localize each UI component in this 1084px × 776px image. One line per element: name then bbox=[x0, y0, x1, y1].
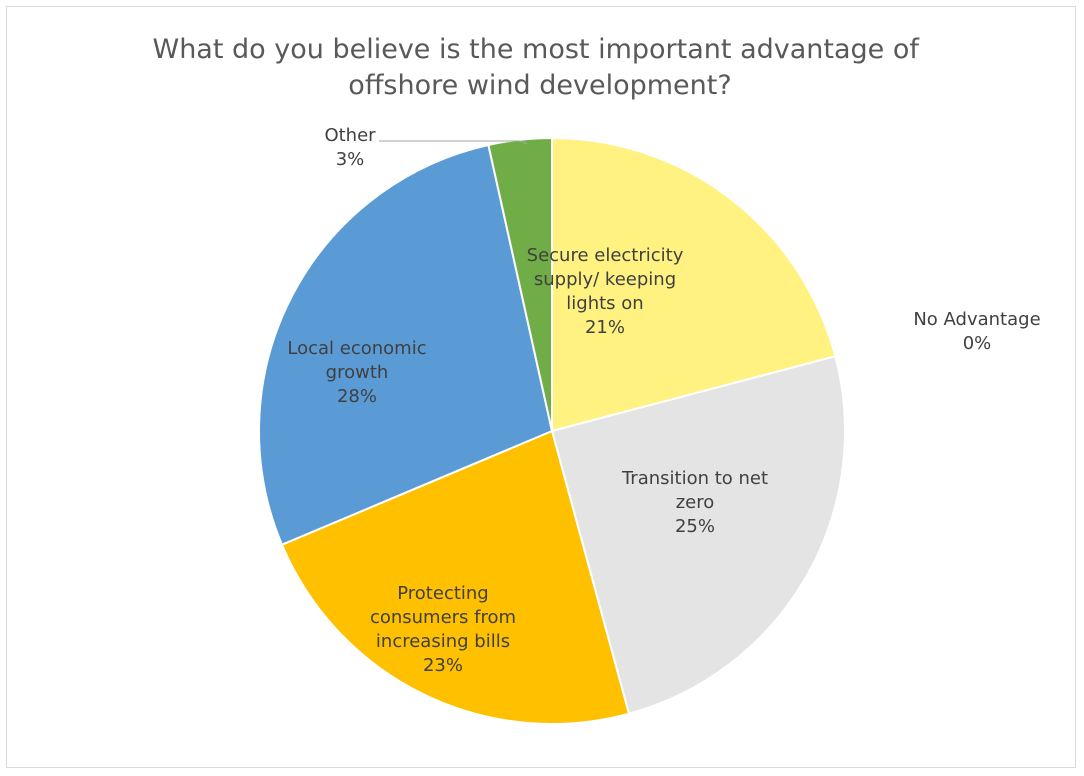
chart-title-line-2: offshore wind development? bbox=[348, 70, 731, 101]
label-transition-to-net-zero: Transition to net zero 25% bbox=[621, 468, 768, 537]
label-line: lights on bbox=[566, 293, 643, 314]
label-line: growth bbox=[326, 362, 389, 383]
label-percent: 25% bbox=[675, 516, 715, 537]
label-local-economic-growth: Local economic growth 28% bbox=[287, 338, 426, 407]
label-line: Secure electricity bbox=[527, 245, 684, 266]
slice-labels: Secure electricity supply/ keeping lights … bbox=[287, 125, 1040, 676]
slice-protecting-consumers-from-increasing-bills bbox=[280, 429, 631, 725]
label-protecting-consumers-from-increasing-bills: Protecting consumers from increasing bills… bbox=[370, 583, 516, 676]
label-line: Protecting bbox=[397, 583, 488, 604]
label-line: supply/ keeping bbox=[534, 269, 676, 290]
label-line: Other bbox=[324, 125, 376, 146]
label-line: zero bbox=[676, 492, 715, 513]
label-other: Other 3% bbox=[324, 125, 376, 170]
label-line: No Advantage bbox=[913, 309, 1040, 330]
chart-title-line-1: What do you believe is the most importan… bbox=[153, 34, 921, 65]
label-secure-electricity-supply-keeping-lights-on: Secure electricity supply/ keeping lights … bbox=[527, 245, 684, 338]
label-line: Transition to net bbox=[621, 468, 768, 489]
label-percent: 23% bbox=[423, 655, 463, 676]
label-line: increasing bills bbox=[376, 631, 510, 652]
slice-transition-to-net-zero bbox=[550, 355, 846, 715]
slice-secure-electricity-supply-keeping-lights-on bbox=[551, 136, 837, 433]
label-percent: 21% bbox=[585, 317, 625, 338]
slice-other bbox=[487, 136, 553, 432]
label-percent: 0% bbox=[963, 333, 992, 354]
label-no-advantage: No Advantage 0% bbox=[913, 309, 1040, 354]
pie-slices bbox=[258, 136, 846, 725]
label-line: Local economic bbox=[287, 338, 426, 359]
label-percent: 28% bbox=[337, 386, 377, 407]
chart-title: What do you believe is the most importan… bbox=[153, 34, 928, 101]
label-percent: 3% bbox=[336, 149, 365, 170]
leader-line-other bbox=[379, 140, 528, 145]
slice-local-economic-growth bbox=[258, 143, 554, 547]
label-line: consumers from bbox=[370, 607, 516, 628]
